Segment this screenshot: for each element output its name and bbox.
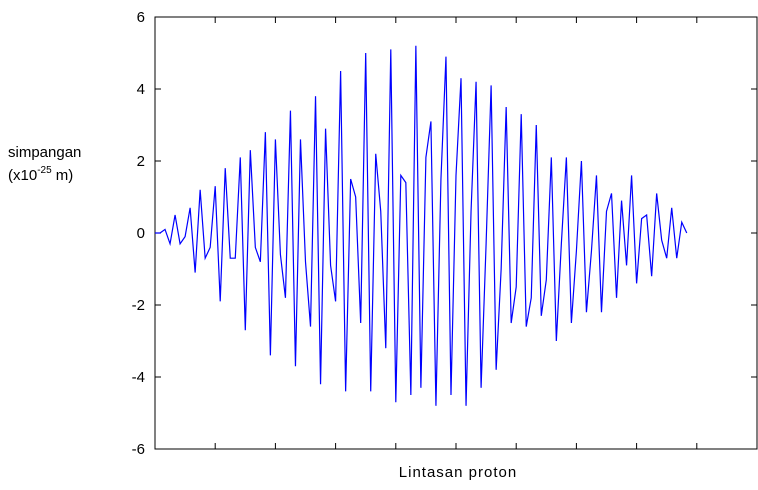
y-tick-label: -6: [132, 441, 145, 458]
y-axis-label-exponent: -25: [37, 165, 52, 176]
y-ticks: [155, 16, 757, 450]
series-group: [155, 45, 688, 406]
y-tick-label: 6: [137, 9, 145, 26]
x-axis-label: Lintasan proton: [399, 464, 517, 481]
plot-frame: [154, 16, 758, 450]
y-tick-label: -4: [132, 369, 145, 386]
y-axis-label-suffix: m): [52, 167, 74, 184]
y-axis-label-line1: simpangan: [8, 144, 81, 161]
x-ticks: [154, 17, 758, 449]
y-axis-label-line2: (x10-25 m): [8, 165, 73, 184]
y-tick-label: 4: [137, 81, 145, 98]
y-axis-label-prefix: (x10: [8, 167, 37, 184]
y-tick-label: -2: [132, 297, 145, 314]
plot-frame-group: [154, 16, 758, 450]
y-tick-label: 2: [137, 153, 145, 170]
y-tick-label: 0: [137, 225, 145, 242]
series-line: [155, 45, 688, 406]
y-tick-labels: -6 -4 -2 0 2 4 6: [132, 9, 145, 458]
